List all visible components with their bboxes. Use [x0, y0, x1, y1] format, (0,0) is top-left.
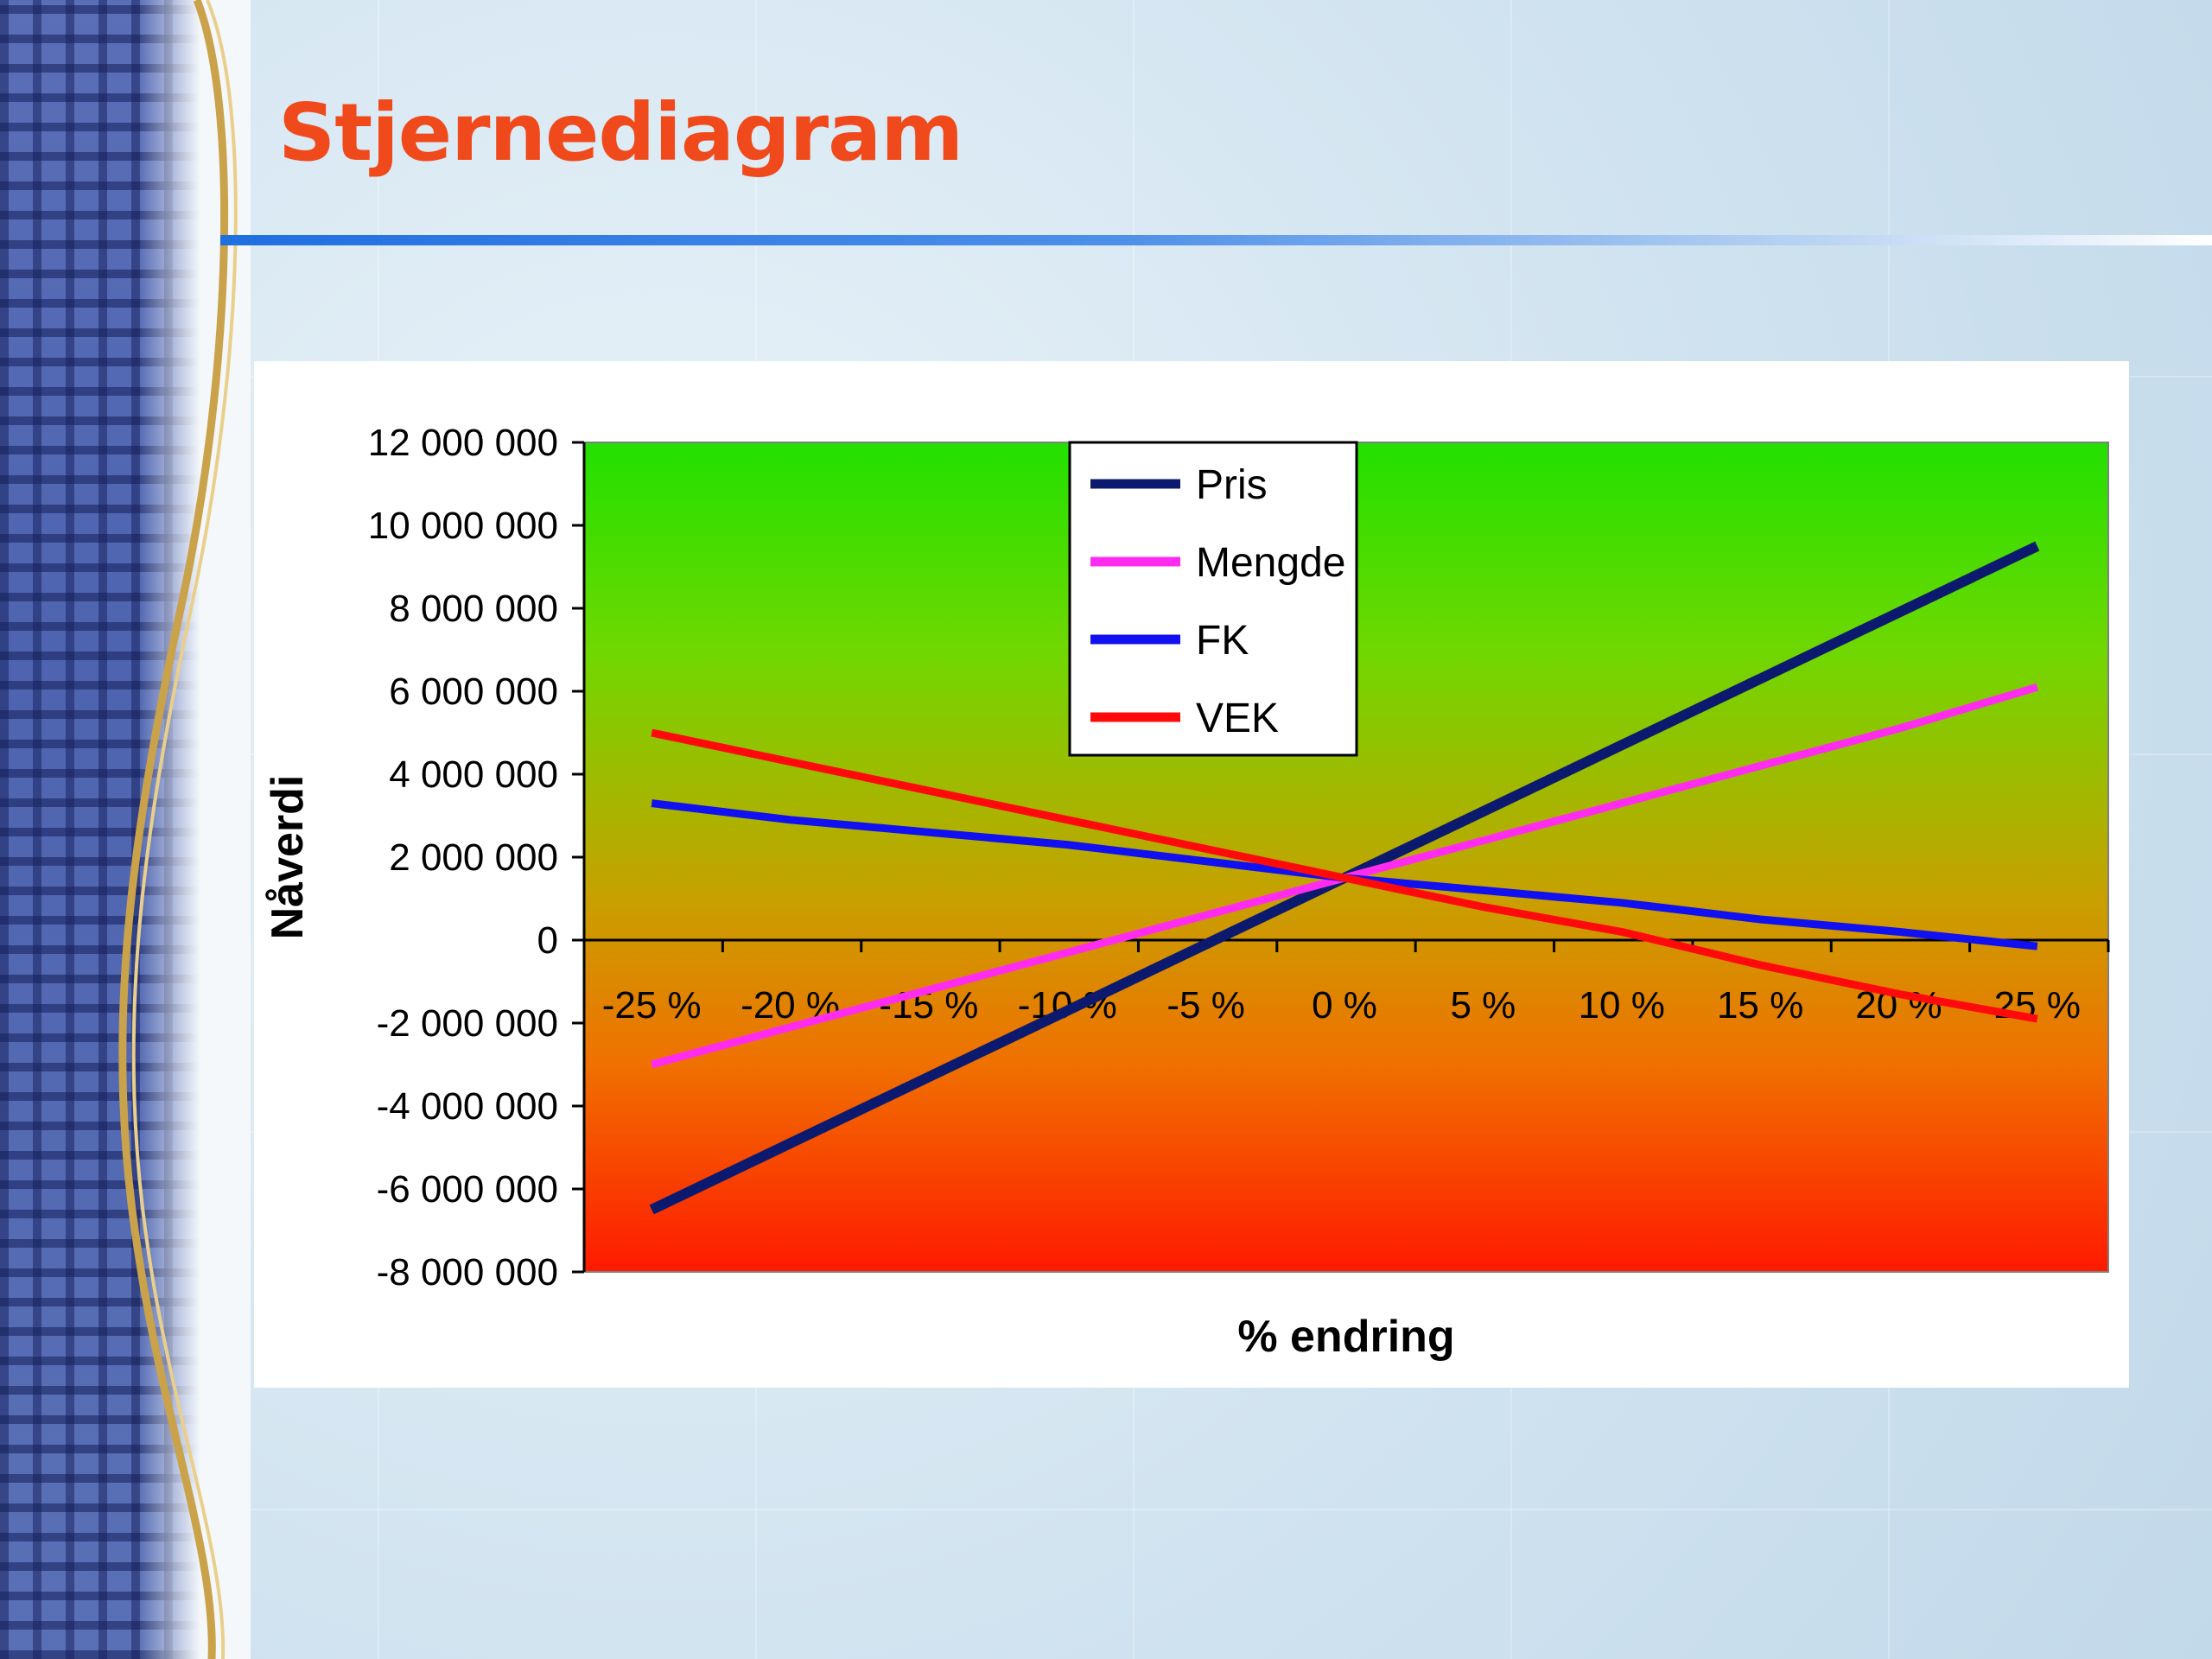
legend-box — [1068, 441, 1358, 757]
y-tick-label: -2 000 000 — [377, 1002, 558, 1045]
y-tick-label: 4 000 000 — [389, 753, 558, 796]
y-axis: 12 000 000 10 000 000 8 000 000 6 000 000 4 … — [368, 422, 586, 1294]
x-tick-label: 15 % — [1717, 984, 1803, 1027]
legend-label-pris: Pris — [1196, 462, 1268, 508]
y-tick-label: 10 000 000 — [368, 505, 558, 547]
x-tick-label: 0 % — [1312, 984, 1377, 1027]
y-tick-label: 6 000 000 — [389, 671, 558, 713]
decorative-gold-curve — [118, 0, 238, 1659]
y-tick-label: -6 000 000 — [377, 1168, 558, 1211]
x-axis-title: % endring — [1237, 1312, 1454, 1362]
y-tick-label: -4 000 000 — [377, 1085, 558, 1128]
x-tick-label: 10 % — [1579, 984, 1665, 1027]
side-strip-fade — [138, 0, 251, 1659]
legend-label-mengde: Mengde — [1196, 540, 1345, 586]
page-title: Stjernediagram — [278, 86, 963, 179]
series-layer — [649, 541, 2040, 1215]
series-line-vek — [651, 728, 2038, 1023]
line-chart: 12 000 000 10 000 000 8 000 000 6 000 000 4 … — [263, 422, 2110, 1362]
legend-label-fk: FK — [1196, 618, 1249, 664]
x-axis: -25 % -20 % -15 % -10 % -5 % 0 % 5 % 10 % 15 % 20… — [582, 938, 2110, 1027]
y-tick-label: 2 000 000 — [389, 836, 558, 879]
legend: Pris Mengde FK VEK — [1068, 441, 1358, 757]
chart-panel: 12 000 000 10 000 000 8 000 000 6 000 000 4 … — [254, 361, 2129, 1388]
x-tick-label: 5 % — [1450, 984, 1516, 1027]
y-tick-label: 0 — [537, 919, 558, 962]
y-tick-label: -8 000 000 — [377, 1251, 558, 1294]
y-axis-title: Nåverdi — [263, 775, 313, 940]
x-tick-label: 25 % — [1994, 984, 2081, 1027]
y-tick-label: 12 000 000 — [368, 422, 558, 464]
y-tick-label: 8 000 000 — [389, 588, 558, 630]
x-tick-label: -5 % — [1166, 984, 1244, 1027]
x-tick-label: -25 % — [602, 984, 702, 1027]
legend-label-vek: VEK — [1196, 696, 1279, 741]
title-divider — [220, 235, 2212, 245]
